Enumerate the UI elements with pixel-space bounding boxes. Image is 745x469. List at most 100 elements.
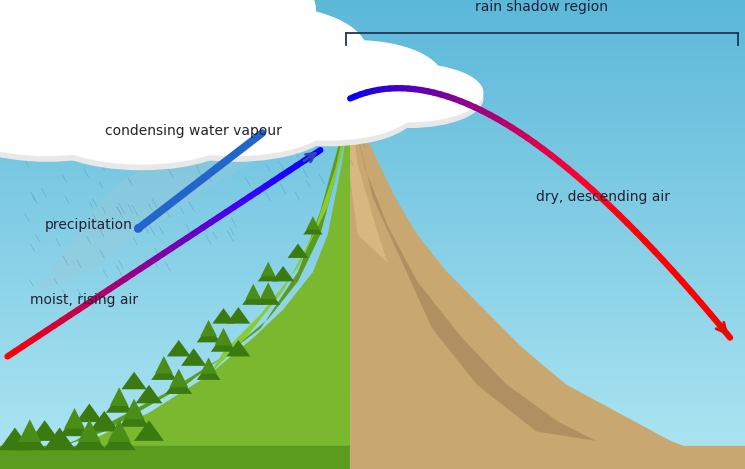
Bar [0,156,745,160]
Bar [0,203,745,207]
Bar [0,106,745,109]
Bar [0,234,745,238]
Bar [0,446,350,469]
Bar [0,102,745,106]
Bar [0,320,745,325]
Ellipse shape [336,63,484,122]
Ellipse shape [158,11,367,102]
Polygon shape [43,428,76,450]
Bar [0,129,745,133]
Bar [0,184,745,188]
Polygon shape [211,334,236,352]
Bar [0,383,745,387]
Bar [0,121,745,125]
Polygon shape [134,420,164,441]
Bar [0,430,745,434]
Bar [0,39,745,43]
Bar [0,43,745,47]
Bar [0,313,745,317]
Ellipse shape [0,0,121,62]
Bar [0,461,745,465]
Ellipse shape [0,91,145,162]
Polygon shape [197,363,221,380]
Bar [0,438,745,442]
Bar [0,246,745,250]
Bar [0,144,745,149]
Polygon shape [19,419,41,442]
Bar [0,317,745,320]
Bar [0,270,745,273]
Ellipse shape [158,5,367,97]
Bar [0,336,745,340]
Bar [0,20,745,23]
Polygon shape [215,328,232,345]
Bar [0,180,745,184]
Bar [0,191,745,196]
Bar [0,360,745,363]
Bar [0,164,745,168]
Ellipse shape [41,97,242,170]
Polygon shape [103,428,136,450]
Bar [0,168,745,172]
Polygon shape [119,406,149,427]
Polygon shape [30,420,60,441]
Bar [0,293,745,297]
Ellipse shape [0,79,41,146]
Polygon shape [110,387,129,406]
Polygon shape [73,428,106,450]
Bar [0,449,745,454]
Ellipse shape [139,86,332,156]
Bar [0,258,745,262]
Bar [0,219,745,223]
Polygon shape [306,216,320,230]
Ellipse shape [242,79,416,146]
Bar [0,422,745,426]
Ellipse shape [0,0,121,56]
Bar [0,196,745,199]
Ellipse shape [0,23,74,107]
Bar [0,15,745,20]
Bar [0,55,745,59]
Polygon shape [60,416,89,436]
Bar [0,250,745,254]
Bar [0,379,745,383]
Bar [0,98,745,102]
Ellipse shape [41,91,242,165]
Polygon shape [212,308,235,324]
Polygon shape [350,103,387,263]
Polygon shape [89,411,119,431]
Bar [0,0,745,4]
Bar [0,82,745,86]
Bar [0,375,745,379]
Bar [0,352,745,356]
Polygon shape [108,419,130,442]
Bar [0,457,745,461]
Bar [0,309,745,313]
Ellipse shape [0,0,182,98]
Bar [0,137,745,141]
Bar [0,176,745,180]
Ellipse shape [0,86,145,156]
FancyArrowPatch shape [138,133,262,229]
Bar [0,434,745,438]
Bar [0,109,745,113]
Ellipse shape [269,46,443,123]
Bar [0,426,745,430]
Polygon shape [165,375,192,394]
Polygon shape [167,340,191,356]
Bar [0,356,745,360]
Bar [0,273,745,278]
Polygon shape [37,94,350,291]
Bar [0,410,745,414]
Bar [0,418,745,422]
Ellipse shape [242,73,416,141]
Bar [0,238,745,242]
Bar [0,51,745,55]
Bar [0,395,745,399]
Bar [0,262,745,266]
Polygon shape [260,282,276,299]
Polygon shape [124,399,145,419]
Bar [0,207,745,211]
Polygon shape [200,357,217,374]
Bar [0,344,745,348]
